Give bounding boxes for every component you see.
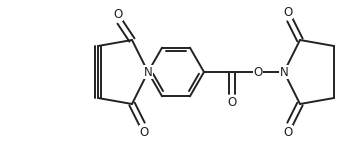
Text: O: O <box>283 5 293 19</box>
Text: O: O <box>114 8 122 20</box>
Text: O: O <box>139 125 149 139</box>
Text: O: O <box>254 65 262 79</box>
Text: N: N <box>280 65 288 79</box>
Text: O: O <box>283 125 293 139</box>
Text: N: N <box>144 65 152 79</box>
Text: O: O <box>227 96 237 108</box>
